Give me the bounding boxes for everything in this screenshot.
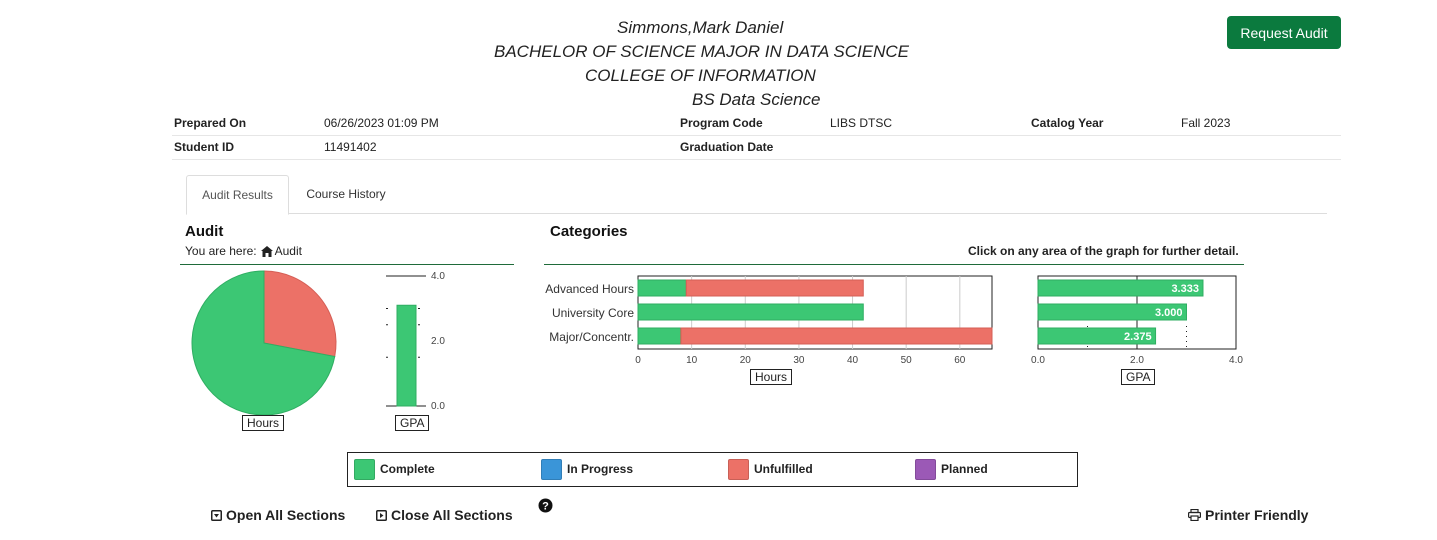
gpa-tick-label: 0.0 — [431, 401, 445, 412]
gpa-h-bar[interactable] — [1037, 327, 1157, 345]
gpa-h-tick-label: 2.0 — [1130, 355, 1144, 366]
caret-right-square-icon — [376, 509, 387, 521]
open-all-sections-link[interactable]: Open All Sections — [211, 507, 345, 523]
category-label-core: University Core — [551, 306, 634, 320]
breadcrumb-prefix: You are here: — [185, 244, 257, 258]
hours-tick-label: 10 — [686, 355, 698, 366]
category-label-advanced: Advanced Hours — [545, 282, 634, 296]
categories-rule — [544, 264, 1244, 265]
status-legend: Complete In Progress Unfulfilled Planned — [347, 452, 1078, 487]
legend-label: Unfulfilled — [754, 462, 813, 476]
hours-tick-label: 0 — [635, 355, 641, 366]
hours-bar-complete[interactable] — [637, 303, 864, 321]
gpa-axis-label: GPA — [395, 415, 430, 431]
gpa-h-data-label: 3.333 — [1171, 283, 1199, 295]
legend-label: Complete — [380, 462, 435, 476]
catalog-year-label: Catalog Year — [1031, 116, 1104, 130]
legend-label: In Progress — [567, 462, 634, 476]
pie-slice-complete[interactable] — [191, 270, 336, 416]
legend-unfulfilled: Unfulfilled — [728, 458, 813, 480]
gpa-h-axis-label: GPA — [1121, 369, 1156, 385]
graduation-date-label: Graduation Date — [680, 140, 774, 154]
legend-planned: Planned — [915, 458, 988, 480]
breadcrumb-current[interactable]: Audit — [274, 244, 302, 258]
hours-tick-label: 40 — [847, 355, 859, 366]
close-all-sections-link[interactable]: Close All Sections — [376, 507, 513, 523]
tabs-baseline — [186, 213, 1327, 214]
close-all-label: Close All Sections — [391, 507, 513, 523]
gpa-h-tick-label: 4.0 — [1229, 355, 1243, 366]
degree-title: BACHELOR OF SCIENCE MAJOR IN DATA SCIENC… — [494, 42, 909, 61]
open-all-label: Open All Sections — [226, 507, 346, 523]
gpa-tick-label: 2.0 — [431, 336, 445, 347]
pie-axis-label: Hours — [242, 415, 285, 431]
gpa-h-data-label: 2.375 — [1124, 331, 1152, 343]
hours-tick-label: 60 — [954, 355, 966, 366]
program-name: BS Data Science — [692, 90, 821, 109]
hours-bar-unfulfilled[interactable] — [680, 327, 993, 345]
gpa-h-bar[interactable] — [1037, 303, 1187, 321]
gpa-bar-chart[interactable]: 4.0 2.0 0.0 — [380, 268, 460, 413]
college-name: COLLEGE OF INFORMATION — [585, 66, 816, 85]
hours-bar-unfulfilled[interactable] — [685, 279, 864, 297]
printer-friendly-label: Printer Friendly — [1205, 507, 1309, 523]
tab-audit-results[interactable]: Audit Results — [186, 175, 289, 215]
printer-friendly-link[interactable]: Printer Friendly — [1188, 507, 1308, 523]
catalog-year-value: Fall 2023 — [1181, 116, 1231, 130]
pie-slice-unfulfilled[interactable] — [263, 270, 337, 358]
hours-tick-label: 50 — [901, 355, 913, 366]
prepared-on-value: 06/26/2023 01:09 PM — [324, 116, 439, 130]
hours-bar-complete[interactable] — [637, 327, 682, 345]
info-divider-bottom — [172, 159, 1341, 160]
gpa-h-tick-label: 0.0 — [1031, 355, 1045, 366]
program-code-value: LIBS DTSC — [830, 116, 893, 130]
legend-in-progress: In Progress — [541, 458, 633, 480]
hours-tick-label: 30 — [793, 355, 805, 366]
program-code-label: Program Code — [680, 116, 763, 130]
caret-down-square-icon — [211, 509, 222, 521]
request-audit-button[interactable]: Request Audit — [1227, 16, 1341, 49]
legend-label: Planned — [941, 462, 988, 476]
hours-axis-label: Hours — [750, 369, 793, 385]
svg-text:?: ? — [542, 501, 549, 513]
categories-title: Categories — [550, 223, 628, 240]
gpa-bar[interactable] — [396, 304, 417, 407]
info-divider — [172, 135, 1341, 136]
legend-swatch-unfulfilled — [728, 458, 749, 480]
breadcrumb: You are here: Audit — [185, 244, 302, 258]
category-hours-chart[interactable]: 0 10 20 30 40 50 60 — [630, 270, 1000, 370]
legend-swatch-in-progress — [541, 458, 562, 480]
student-id-value: 11491402 — [324, 140, 377, 154]
legend-swatch-complete — [354, 458, 375, 480]
category-label-major: Major/Concentr. — [549, 330, 634, 344]
audit-title: Audit — [185, 223, 224, 240]
hours-tick-label: 20 — [740, 355, 752, 366]
prepared-on-label: Prepared On — [174, 116, 247, 130]
hours-bar-complete[interactable] — [637, 279, 687, 297]
tab-course-history[interactable]: Course History — [306, 187, 386, 201]
gpa-h-data-label: 3.000 — [1155, 307, 1183, 319]
home-icon — [260, 245, 273, 257]
gpa-h-bar[interactable] — [1037, 279, 1204, 297]
student-name: Simmons,Mark Daniel — [617, 18, 784, 37]
legend-swatch-planned — [915, 458, 936, 480]
student-id-label: Student ID — [174, 140, 234, 154]
printer-icon — [1188, 509, 1201, 521]
hours-pie-chart[interactable] — [185, 265, 345, 420]
categories-hint: Click on any area of the graph for furth… — [968, 244, 1239, 258]
audit-rule — [180, 264, 514, 265]
question-circle-icon[interactable]: ? — [538, 498, 553, 513]
legend-complete: Complete — [354, 458, 435, 480]
gpa-tick-label: 4.0 — [431, 271, 445, 282]
